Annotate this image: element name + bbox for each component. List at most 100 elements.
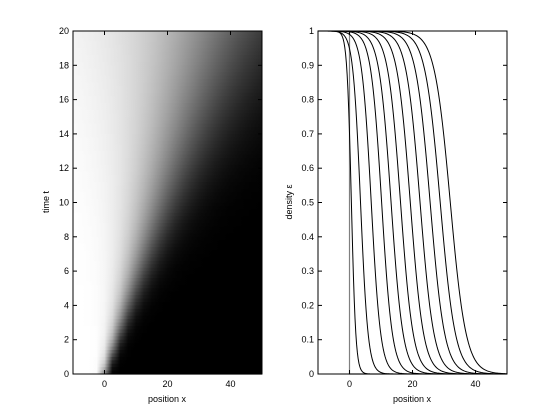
heatmap-row bbox=[73, 127, 262, 132]
heatmap-row bbox=[73, 181, 262, 186]
density-y-tick-label: 0.7 bbox=[301, 129, 314, 139]
heatmap-row bbox=[73, 315, 262, 320]
heatmap-row bbox=[73, 96, 262, 101]
heatmap-row bbox=[73, 192, 262, 197]
heatmap-row bbox=[73, 113, 262, 118]
heatmap-x-tick-label: 40 bbox=[225, 379, 235, 389]
heatmap-row bbox=[73, 61, 262, 66]
heatmap-row bbox=[73, 257, 262, 262]
heatmap-row bbox=[73, 133, 262, 138]
heatmap-row bbox=[73, 343, 262, 348]
heatmap-row bbox=[73, 178, 262, 183]
heatmap-row bbox=[73, 274, 262, 279]
heatmap-row bbox=[73, 367, 262, 372]
heatmap-row bbox=[73, 295, 262, 300]
heatmap-row bbox=[73, 151, 262, 156]
heatmap-row bbox=[73, 223, 262, 228]
heatmap-row bbox=[73, 130, 262, 135]
density-y-tick-label: 0.6 bbox=[301, 163, 314, 173]
heatmap-y-tick-label: 0 bbox=[64, 369, 69, 379]
density-y-label: density ε bbox=[284, 184, 294, 219]
heatmap-y-tick-label: 16 bbox=[59, 95, 69, 105]
heatmap-row bbox=[73, 264, 262, 269]
heatmap-row bbox=[73, 99, 262, 104]
heatmap-row bbox=[73, 271, 262, 276]
density-y-tick-label: 0.9 bbox=[301, 60, 314, 70]
heatmap-row bbox=[73, 253, 262, 258]
heatmap-row bbox=[73, 34, 262, 39]
heatmap-y-tick-label: 6 bbox=[64, 266, 69, 276]
heatmap-y-tick-label: 20 bbox=[59, 26, 69, 36]
heatmap-row bbox=[73, 336, 262, 341]
heatmap-row bbox=[73, 284, 262, 289]
heatmap-row bbox=[73, 185, 262, 190]
heatmap-x-ticks: 0 20 40 bbox=[102, 31, 236, 389]
heatmap-row bbox=[73, 288, 262, 293]
heatmap-row bbox=[73, 123, 262, 128]
heatmap-row bbox=[73, 164, 262, 169]
heatmap-row bbox=[73, 109, 262, 114]
heatmap-row bbox=[73, 48, 262, 53]
heatmap-row bbox=[73, 308, 262, 313]
density-x-tick-label: 20 bbox=[407, 379, 417, 389]
heatmap-row bbox=[73, 219, 262, 224]
heatmap-row bbox=[73, 212, 262, 217]
heatmap-row bbox=[73, 216, 262, 221]
heatmap-row bbox=[73, 116, 262, 121]
heatmap-row bbox=[73, 298, 262, 303]
heatmap-row bbox=[73, 51, 262, 56]
density-x-ticks: 0 20 40 bbox=[347, 31, 481, 389]
heatmap-row bbox=[73, 363, 262, 368]
heatmap-row bbox=[73, 154, 262, 159]
heatmap-row bbox=[73, 240, 262, 245]
heatmap-row bbox=[73, 305, 262, 310]
heatmap-row bbox=[73, 144, 262, 149]
density-x-tick-label: 0 bbox=[347, 379, 352, 389]
heatmap-row bbox=[73, 226, 262, 231]
heatmap-row bbox=[73, 325, 262, 331]
heatmap-row bbox=[73, 236, 262, 241]
heatmap-row bbox=[73, 79, 262, 84]
heatmap-row bbox=[73, 322, 262, 327]
heatmap-row bbox=[73, 58, 262, 63]
density-x-label: position x bbox=[393, 394, 432, 404]
density-background bbox=[318, 31, 507, 374]
heatmap-row bbox=[73, 281, 262, 286]
density-y-tick-label: 0.2 bbox=[301, 300, 314, 310]
heatmap-row bbox=[73, 205, 262, 210]
heatmap-row bbox=[73, 260, 262, 265]
heatmap-row bbox=[73, 250, 262, 255]
heatmap-row bbox=[73, 157, 262, 162]
heatmap-y-tick-label: 10 bbox=[59, 198, 69, 208]
density-y-tick-label: 1 bbox=[309, 26, 314, 36]
heatmap-row bbox=[73, 209, 262, 214]
heatmap-x-tick-label: 0 bbox=[102, 379, 107, 389]
density-y-tick-label: 0 bbox=[309, 369, 314, 379]
heatmap-row bbox=[73, 161, 262, 166]
heatmap-row bbox=[73, 41, 262, 46]
heatmap-row bbox=[73, 349, 262, 355]
heatmap-row bbox=[73, 82, 262, 87]
heatmap-row bbox=[73, 229, 262, 234]
heatmap-row bbox=[73, 353, 262, 358]
heatmap-y-tick-label: 14 bbox=[59, 129, 69, 139]
heatmap-row bbox=[73, 171, 262, 176]
heatmap-row bbox=[73, 188, 262, 193]
heatmap-y-label: time t bbox=[41, 191, 51, 214]
heatmap-row bbox=[73, 147, 262, 152]
heatmap-row bbox=[73, 202, 262, 207]
heatmap-image bbox=[73, 31, 262, 375]
density-y-tick-label: 0.3 bbox=[301, 266, 314, 276]
heatmap-row bbox=[73, 195, 262, 200]
heatmap-row bbox=[73, 360, 262, 365]
density-y-tick-label: 0.1 bbox=[301, 335, 314, 345]
heatmap-row bbox=[73, 68, 262, 73]
heatmap-row bbox=[73, 247, 262, 252]
heatmap-row bbox=[73, 37, 262, 42]
heatmap-row bbox=[73, 199, 262, 204]
heatmap-row bbox=[73, 339, 262, 344]
heatmap-row bbox=[73, 85, 262, 90]
density-panel: 0 20 40 0 0.1 0.2 0.3 0.4 0.5 0.6 0.7 0.8 0.9 1 posi… bbox=[284, 26, 508, 404]
heatmap-row bbox=[73, 89, 262, 94]
